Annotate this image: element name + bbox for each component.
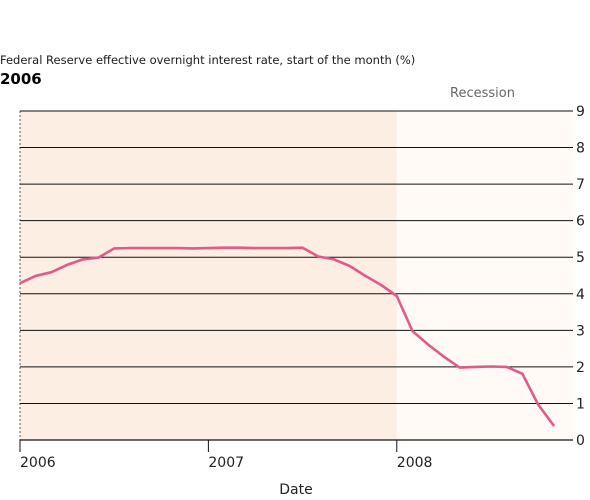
data-point <box>443 355 445 358</box>
data-point <box>427 343 430 346</box>
y-tick-label: 1 <box>576 396 585 412</box>
data-point <box>348 265 351 267</box>
data-point <box>333 258 335 261</box>
data-point <box>207 247 210 249</box>
x-axis-label: Date <box>279 482 312 498</box>
y-tick-label: 5 <box>576 250 585 266</box>
recession-band <box>396 111 573 440</box>
data-point <box>223 246 225 249</box>
data-point <box>97 256 100 259</box>
x-tick-label: 2007 <box>208 455 244 471</box>
chart-background-band <box>20 111 397 440</box>
y-tick-label: 3 <box>576 323 585 339</box>
data-point <box>270 247 273 249</box>
data-point <box>176 247 178 249</box>
data-point <box>411 330 414 332</box>
x-tick-label: 2006 <box>20 455 56 471</box>
data-point <box>396 295 398 297</box>
data-point <box>113 247 115 250</box>
y-tick-label: 9 <box>576 104 585 120</box>
data-point <box>364 275 367 277</box>
data-point <box>50 271 53 274</box>
data-point <box>490 365 492 368</box>
y-tick-label: 8 <box>576 141 585 157</box>
data-point <box>458 366 461 369</box>
y-tick-label: 2 <box>576 360 585 376</box>
data-point <box>160 247 163 249</box>
data-point <box>82 258 84 261</box>
y-axis-ticks: 0 1 2 3 4 5 6 7 8 9 <box>576 104 585 449</box>
data-point <box>129 247 131 249</box>
x-axis-ticks: 2006 2007 2008 <box>19 440 433 471</box>
data-point <box>317 255 320 258</box>
chart-subtitle: Federal Reserve effective overnight inte… <box>0 53 415 67</box>
y-tick-label: 0 <box>576 433 585 449</box>
data-point <box>254 247 257 249</box>
gridlines <box>20 110 573 404</box>
data-point <box>553 424 555 427</box>
data-points <box>19 246 555 427</box>
data-point <box>66 264 68 266</box>
data-point <box>505 366 508 368</box>
y-tick-label: 4 <box>576 287 585 303</box>
x-tick-label: 2008 <box>397 455 433 471</box>
data-point <box>301 246 304 249</box>
data-point <box>144 247 147 249</box>
chart-title: 2006 <box>0 70 42 88</box>
data-point <box>286 247 288 249</box>
data-point <box>34 275 37 277</box>
recession-label: Recession <box>450 86 515 101</box>
data-point <box>521 373 524 375</box>
y-tick-label: 7 <box>576 177 585 193</box>
data-point <box>19 282 21 285</box>
data-point <box>474 366 477 368</box>
data-point <box>537 403 539 406</box>
data-point <box>380 284 382 286</box>
y-tick-label: 6 <box>576 214 585 230</box>
data-point <box>191 247 194 250</box>
data-point <box>239 246 241 249</box>
